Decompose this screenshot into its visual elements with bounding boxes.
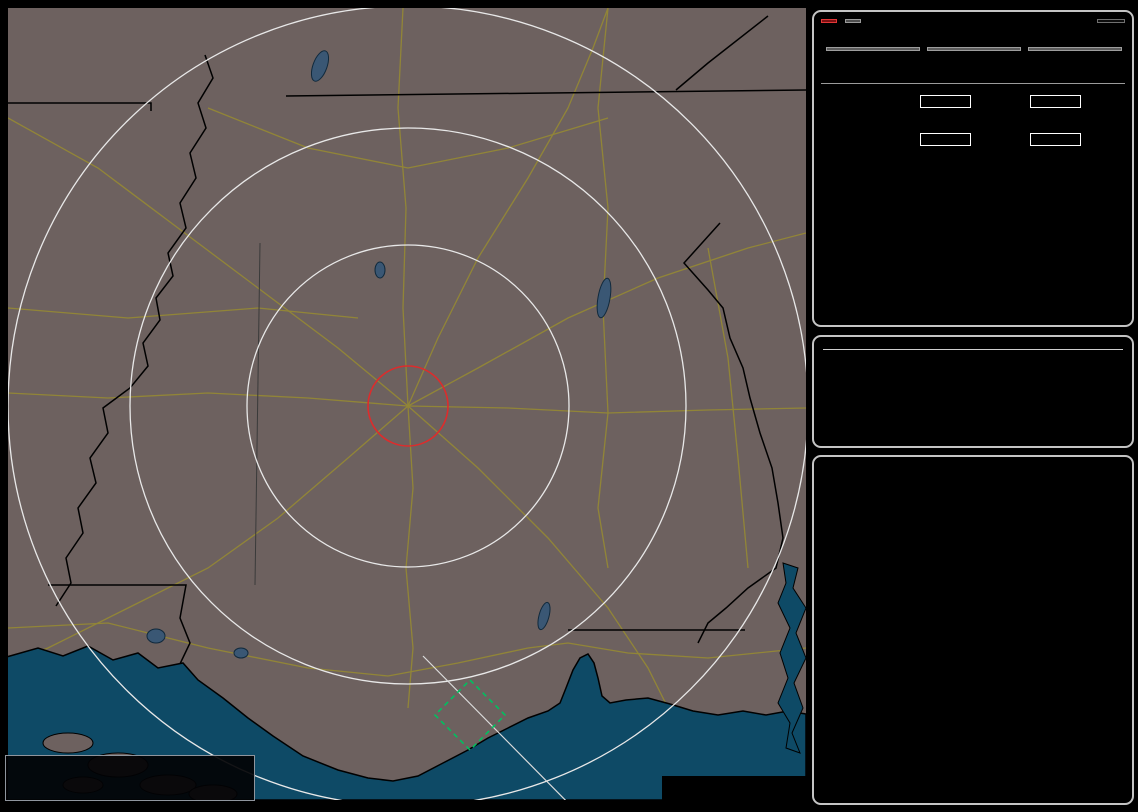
close-alarm-ring xyxy=(367,365,449,447)
strike-counters-panel xyxy=(812,10,1134,327)
strikes-per-min-label xyxy=(826,47,920,51)
lakes xyxy=(146,50,612,659)
datetime-display xyxy=(823,344,1123,350)
distribution-title xyxy=(821,80,1125,84)
map-canvas xyxy=(8,8,806,800)
cg-negative-bar xyxy=(1029,95,1081,108)
legend-row-recent xyxy=(10,772,250,786)
trend-panel xyxy=(812,455,1134,805)
aircraft-track xyxy=(422,655,567,800)
ic-negative-bar xyxy=(1029,133,1081,146)
alert-zone-diamond xyxy=(433,678,507,752)
copyright-text xyxy=(662,776,806,800)
cg-positive-bar xyxy=(919,95,971,108)
noises-per-min-label xyxy=(1028,47,1122,51)
strike-mode-button[interactable] xyxy=(821,19,837,23)
status-panel xyxy=(812,335,1134,448)
noise-mode-button[interactable] xyxy=(845,19,861,23)
cloud-ground-row xyxy=(821,95,1125,108)
range-rings xyxy=(8,8,806,800)
legend-header-row xyxy=(10,758,250,772)
ic-positive-bar xyxy=(919,133,971,146)
bearing-display xyxy=(1097,19,1125,23)
strikes-per-min-column xyxy=(826,47,920,64)
close-per-min-column xyxy=(927,47,1021,64)
lightning-map[interactable] xyxy=(5,8,806,801)
east-river-bay xyxy=(777,562,806,754)
noises-per-min-column xyxy=(1028,47,1122,64)
road-lines xyxy=(8,8,806,709)
map-legend xyxy=(5,755,255,801)
intracloud-row xyxy=(821,133,1125,146)
legend-row-old xyxy=(10,786,250,800)
trend-graph xyxy=(820,490,1126,736)
state-borders xyxy=(8,15,806,793)
close-per-min-label xyxy=(927,47,1021,51)
